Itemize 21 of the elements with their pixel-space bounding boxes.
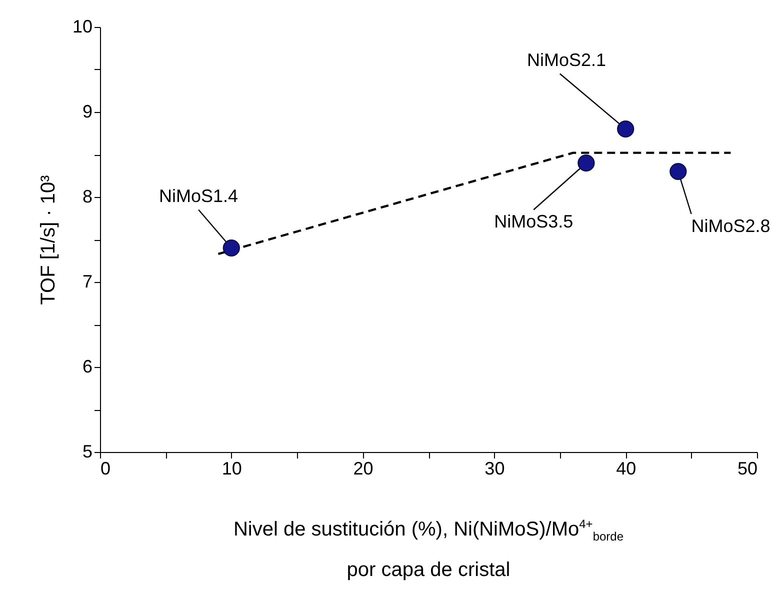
- annotation: NiMoS1.4: [159, 186, 238, 206]
- point: [617, 120, 634, 138]
- point: [222, 239, 240, 257]
- y-tick-label: 8: [82, 186, 92, 206]
- x-tick-label: 0: [100, 458, 111, 478]
- point: [578, 154, 595, 172]
- annotation: NiMoS2.8: [691, 216, 770, 236]
- y-tick-label: 9: [82, 102, 92, 122]
- x-tick-label: 30: [484, 458, 505, 478]
- y-tick-label: 7: [82, 272, 92, 292]
- y-tick-label: 5: [82, 442, 92, 462]
- point: [670, 162, 687, 180]
- annotation: NiMoS3.5: [494, 212, 574, 232]
- y-axis-title: TOF [1/s] · 10³: [37, 174, 60, 305]
- x-tick-label: 20: [353, 458, 374, 478]
- x-tick-label: 50: [737, 458, 758, 478]
- x-tick-label: 10: [222, 458, 242, 478]
- annotation: NiMoS2.1: [526, 50, 606, 70]
- x-tick-label: 40: [616, 458, 636, 478]
- y-tick-label: 6: [82, 356, 92, 376]
- y-tick-label: 10: [72, 16, 92, 36]
